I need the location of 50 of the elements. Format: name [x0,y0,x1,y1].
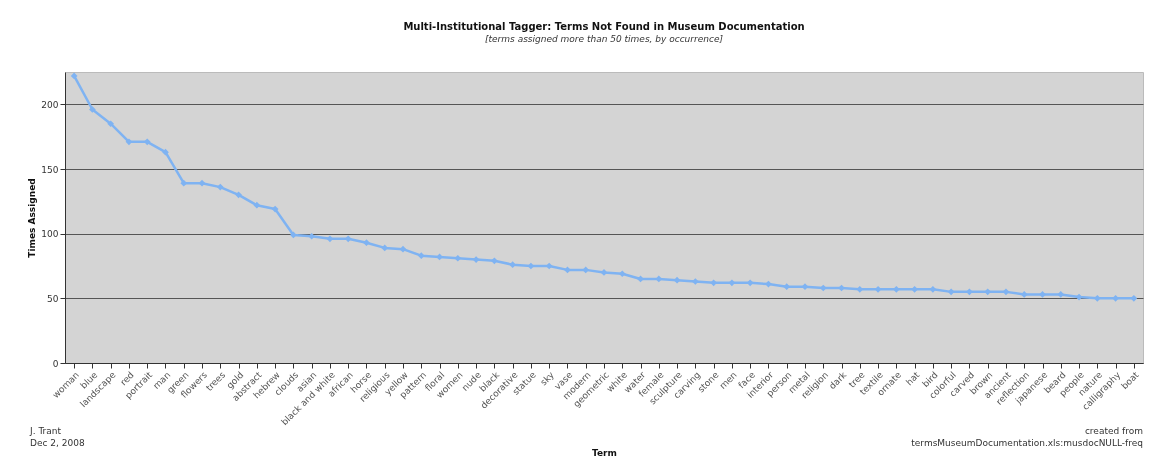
point [290,231,297,239]
point [765,280,772,288]
point [216,183,224,191]
point [874,285,882,293]
point [1020,291,1028,298]
point [1130,294,1138,302]
point [162,148,169,156]
x-tick-label: hat [903,369,922,388]
y-tick-label: 50 [47,293,59,304]
point [1002,288,1010,296]
y-tick-label: 200 [41,99,59,110]
point [198,179,206,187]
point [271,205,279,213]
point [326,235,334,243]
point [235,191,242,199]
point [491,257,498,265]
point [253,201,261,209]
y-tick-label: 0 [52,358,59,369]
point [911,285,918,293]
point [929,285,937,293]
point [308,232,316,240]
chart-title: Multi-Institutional Tagger: Terms Not Found in Museum Documentation [403,21,805,32]
point [1075,293,1083,301]
y-axis-title: Times Assigned [27,178,38,258]
point [673,276,681,284]
point [947,288,955,296]
point [417,252,425,260]
point [692,278,699,285]
point [107,120,115,128]
text: created from termsMuseumDocumentation.xls:musdocNULL-freq [911,425,1143,449]
point [1112,294,1119,302]
point [801,283,809,291]
x-axis-title: Term [592,447,617,458]
point [966,288,973,296]
y-tick-label: 150 [41,164,59,175]
point [125,138,133,146]
point [564,266,571,274]
point [1057,291,1065,298]
point [1039,291,1046,298]
text: J. Trant Dec 2, 2008 [30,425,85,449]
point [710,279,717,287]
point [509,261,516,269]
point [70,72,78,80]
point [399,245,407,253]
point [582,266,590,274]
chart-subtitle: [terms assigned more than 50 times, by occurrence] [485,34,724,44]
point [363,239,370,247]
point [89,106,96,113]
point [454,254,462,262]
y-tick-label: 100 [41,229,59,240]
